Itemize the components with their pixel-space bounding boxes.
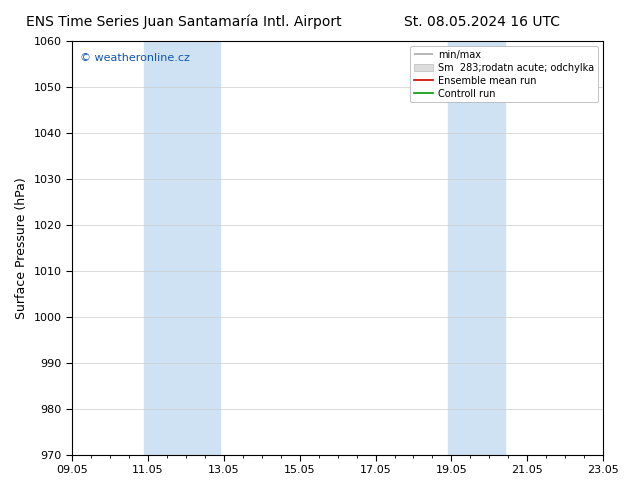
Legend: min/max, Sm  283;rodatn acute; odchylka, Ensemble mean run, Controll run: min/max, Sm 283;rodatn acute; odchylka, … bbox=[410, 46, 598, 102]
Text: ENS Time Series Juan Santamaría Intl. Airport: ENS Time Series Juan Santamaría Intl. Ai… bbox=[26, 15, 342, 29]
Bar bbox=[144, 41, 220, 455]
Text: St. 08.05.2024 16 UTC: St. 08.05.2024 16 UTC bbox=[404, 15, 560, 29]
Bar bbox=[448, 41, 505, 455]
Text: © weatheronline.cz: © weatheronline.cz bbox=[80, 53, 190, 64]
Y-axis label: Surface Pressure (hPa): Surface Pressure (hPa) bbox=[15, 177, 28, 318]
